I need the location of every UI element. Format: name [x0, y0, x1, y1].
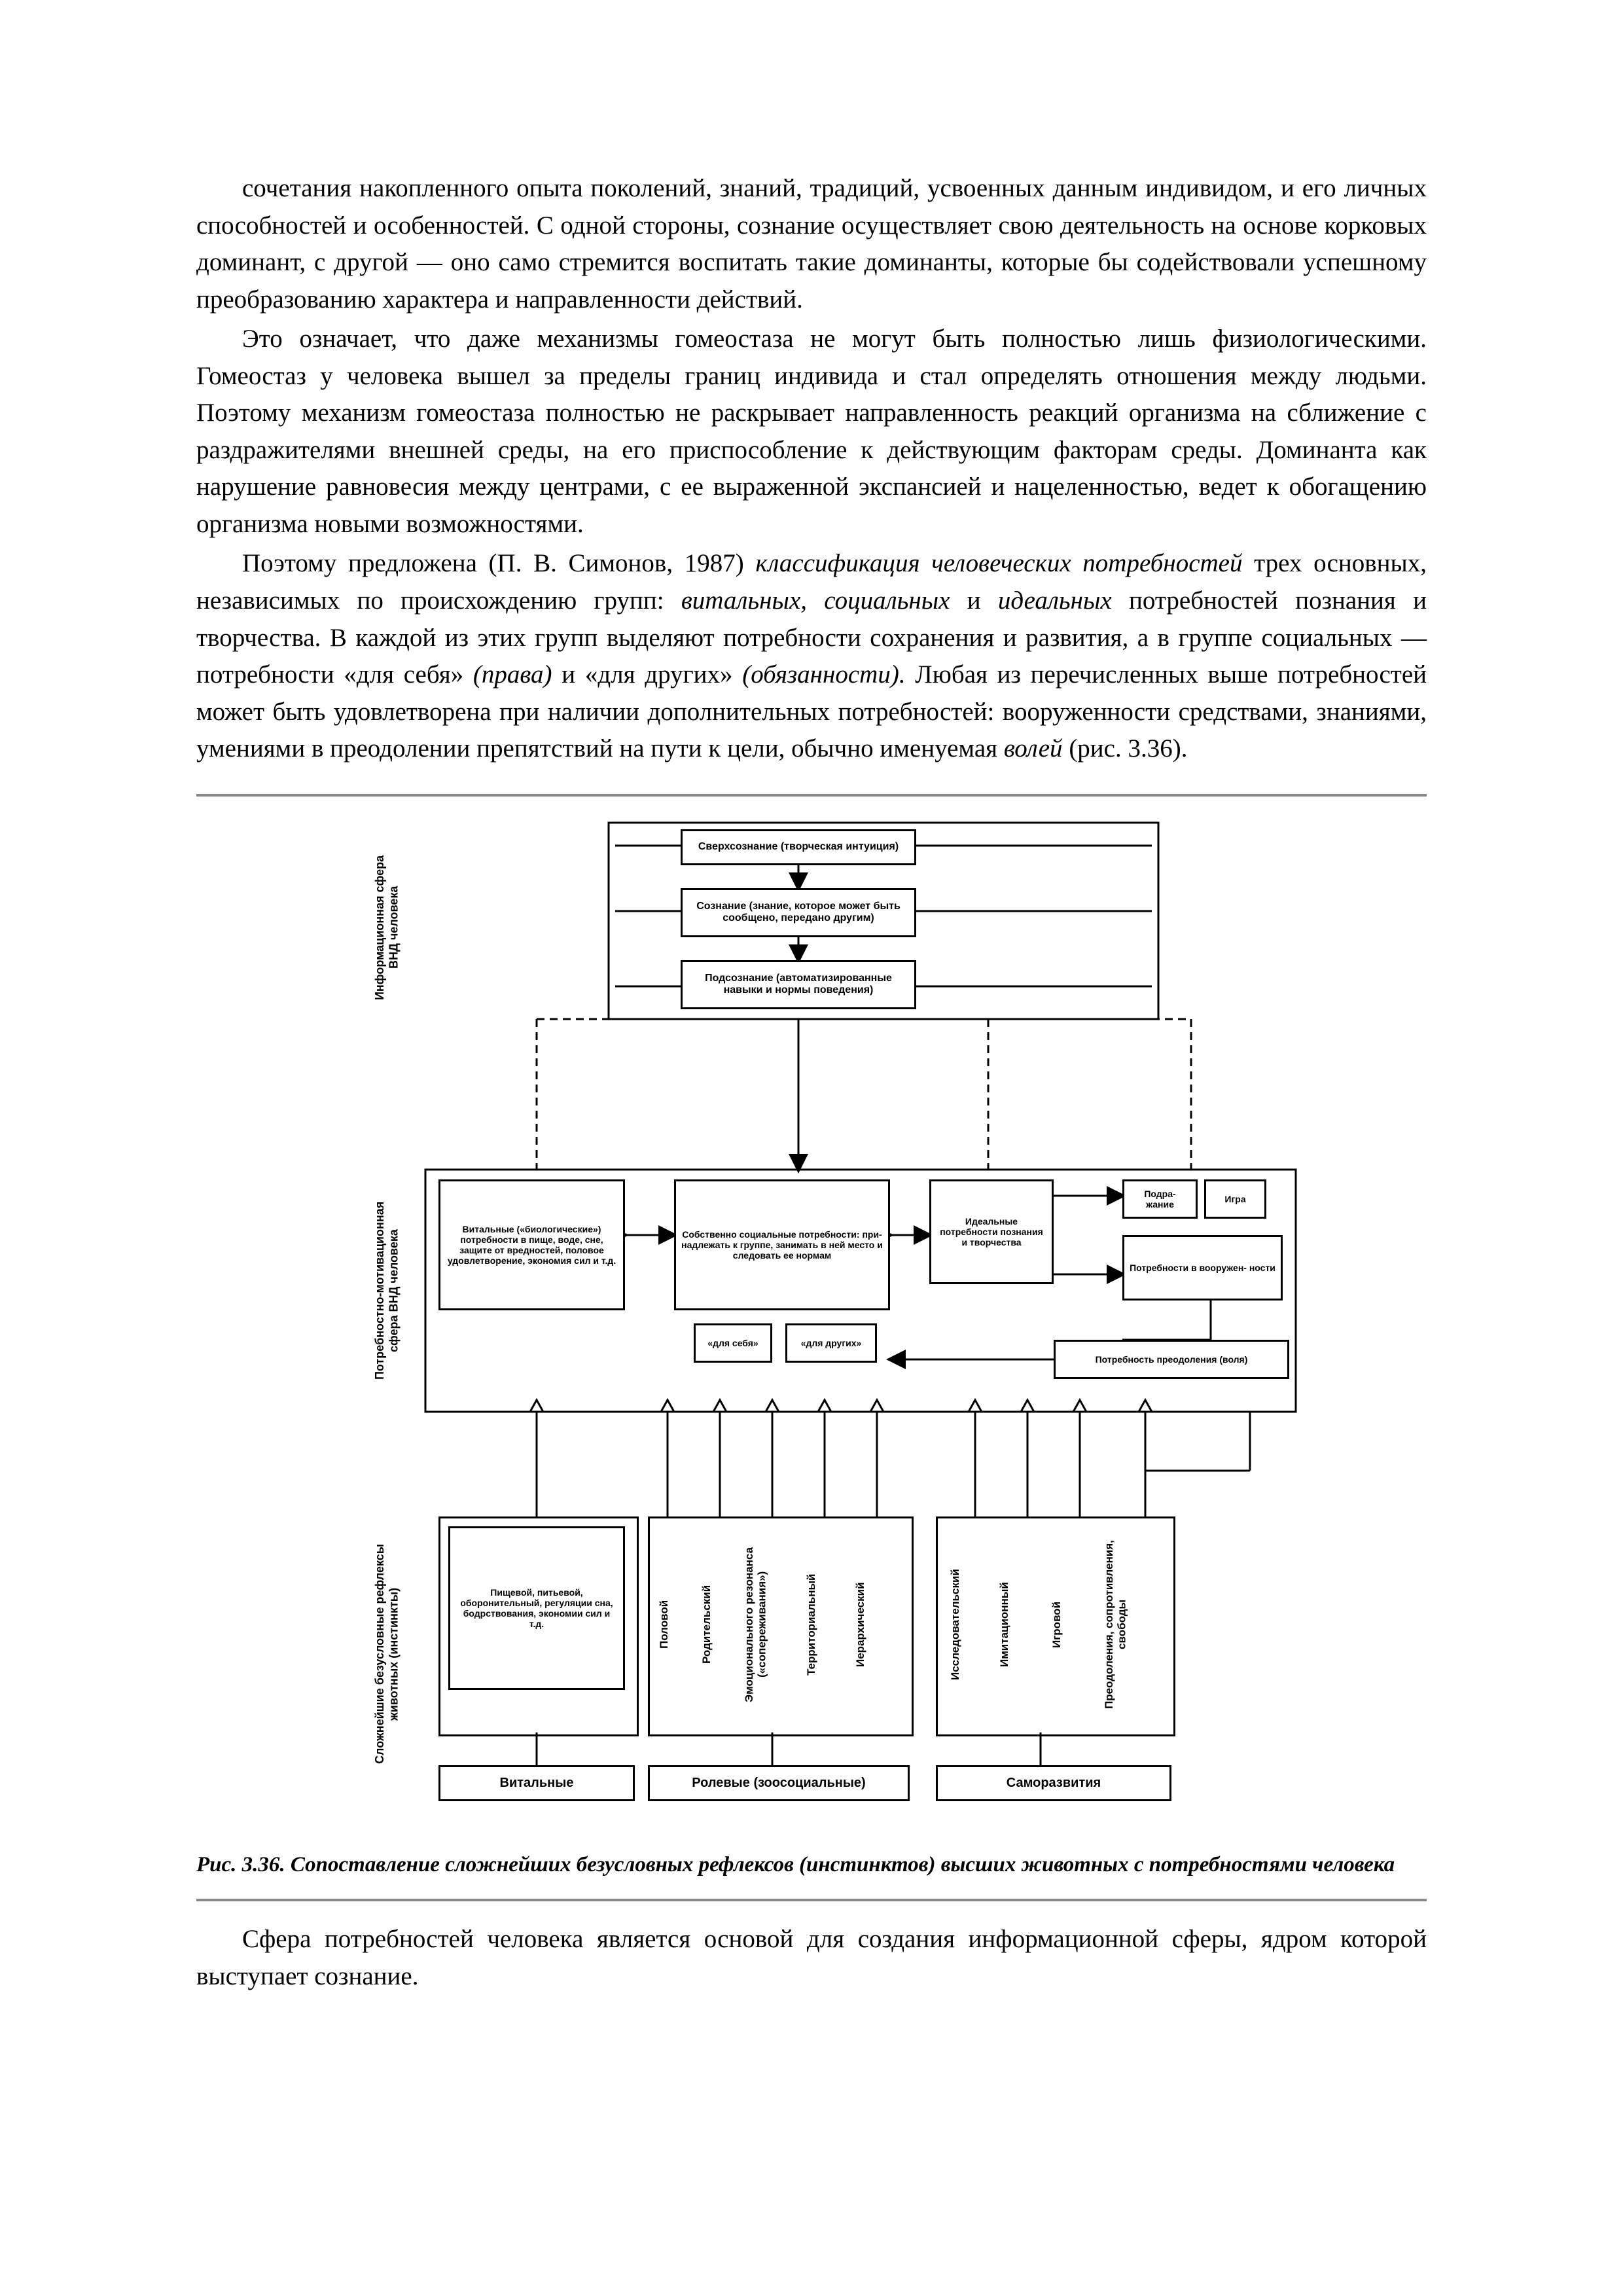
side-label-reflex: Сложнейшие безусловные рефлексы животных… [373, 1523, 401, 1785]
box-play: Игра [1204, 1179, 1266, 1219]
box-subconscious: Подсознание (автоматизированные навыки и… [681, 960, 916, 1009]
side-label-info: Информационная сфера ВНД человека [373, 842, 401, 1013]
side-label-motiv: Потребностно-мотивационная сфера ВНД чел… [373, 1183, 401, 1399]
text-italic: (обязанности). [742, 660, 905, 689]
box-imitation: Подра- жание [1122, 1179, 1198, 1219]
paragraph-3: Поэтому предложена (П. В. Симонов, 1987)… [196, 545, 1427, 767]
text-italic: волей [1004, 734, 1063, 762]
text-italic: идеальных [998, 586, 1112, 615]
box-reflex-food: Пищевой, питьевой, оборонительный, регул… [448, 1526, 625, 1690]
box-reflex-resonance: Эмоционального резонанса («сопереживания… [743, 1526, 779, 1723]
text-italic: (права) [473, 660, 552, 689]
box-reflex-parent: Родительский [700, 1526, 720, 1723]
figure-3-36: Информационная сфера ВНД человека Потреб… [196, 816, 1427, 1880]
box-ideal-needs: Идеальные потребности познания и творчес… [929, 1179, 1054, 1284]
text: и «для других» [552, 660, 743, 689]
box-cat-selfdev: Саморазвития [936, 1765, 1171, 1801]
divider [196, 1899, 1427, 1901]
diagram: Информационная сфера ВНД человека Потреб… [301, 816, 1322, 1837]
reflex-group-2 [648, 1516, 914, 1736]
box-reflex-freedom: Преодоления, сопротивления, свободы [1103, 1526, 1139, 1723]
box-for-self: «для себя» [694, 1323, 772, 1363]
text-italic: витальных, социальных [681, 586, 950, 615]
box-conscious: Сознание (знание, которое может быть соо… [681, 888, 916, 937]
text: и [950, 586, 997, 615]
box-overcome: Потребность преодоления (воля) [1054, 1340, 1289, 1379]
box-vital-needs: Витальные («биологические») потребности … [438, 1179, 625, 1310]
box-reflex-territory: Территориальный [805, 1526, 825, 1723]
box-reflex-sex: Половой [658, 1526, 677, 1723]
box-for-others: «для других» [785, 1323, 877, 1363]
paragraph-1: сочетания накопленного опыта поколений, … [196, 170, 1427, 318]
box-armament: Потребности в вооружен- ности [1122, 1235, 1283, 1300]
page: сочетания накопленного опыта поколений, … [0, 0, 1623, 2296]
box-superconscious: Сверхсознание (творческая интуиция) [681, 829, 916, 865]
text: (рис. 3.36). [1063, 734, 1188, 762]
box-cat-vital: Витальные [438, 1765, 635, 1801]
paragraph-4: Сфера потребностей человека является осн… [196, 1921, 1427, 1995]
figure-caption: Рис. 3.36. Сопоставление сложнейших безу… [196, 1850, 1427, 1880]
divider [196, 794, 1427, 797]
text-italic: классификация человеческих потребностей [755, 549, 1242, 577]
paragraph-2: Это означает, что даже механизмы гомеост… [196, 321, 1427, 543]
box-reflex-hierarchy: Иерархический [854, 1526, 874, 1723]
box-reflex-imitation: Имитационный [998, 1526, 1018, 1723]
box-cat-role: Ролевые (зоосоциальные) [648, 1765, 910, 1801]
box-reflex-research: Исследовательский [949, 1526, 969, 1723]
box-reflex-play: Игровой [1050, 1526, 1070, 1723]
text: Поэтому предложена (П. В. Симонов, 1987) [242, 549, 755, 577]
box-social-needs: Собственно социальные потребности: при- … [674, 1179, 890, 1310]
